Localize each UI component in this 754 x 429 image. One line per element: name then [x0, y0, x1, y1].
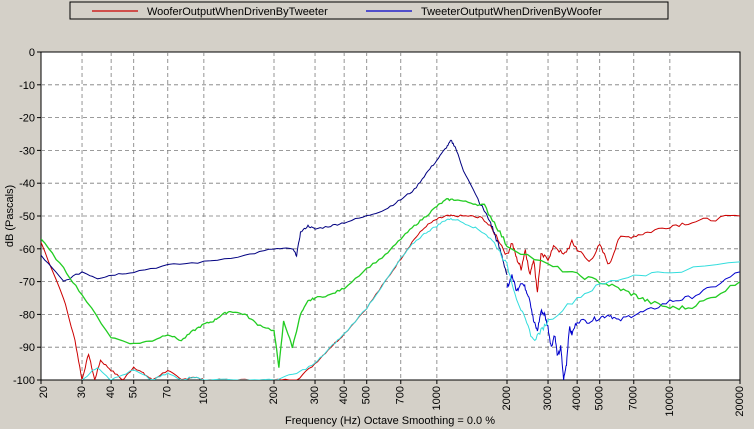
x-axis-ticks: 20 30 40 50 70 100 200 300 400 500 700 1000 2000 3000… — [38, 380, 746, 417]
x-tick-label: 100 — [198, 386, 210, 404]
y-tick-label: -20 — [19, 113, 35, 125]
y-tick-label: -60 — [19, 244, 35, 256]
y-tick-label: -80 — [19, 309, 35, 321]
y-tick-label: -100 — [13, 375, 35, 387]
x-tick-label: 300 — [309, 386, 321, 404]
y-tick-label: -40 — [19, 178, 35, 190]
x-tick-label: 500 — [361, 386, 373, 404]
x-tick-label: 700 — [395, 386, 407, 404]
x-tick-label: 10000 — [664, 386, 676, 417]
series-line-2 — [41, 139, 508, 282]
y-tick-label: -10 — [19, 80, 35, 92]
legend-label-tweeter: TweeterOutputWhenDrivenByWoofer — [421, 6, 602, 18]
x-tick-label: 5000 — [594, 386, 606, 410]
x-tick-label: 7000 — [628, 386, 640, 410]
x-tick-label: 70 — [162, 386, 174, 398]
y-axis-title: dB (Pascals) — [4, 185, 16, 247]
y-tick-label: 0 — [29, 47, 35, 59]
x-tick-label: 4000 — [571, 386, 583, 410]
y-axis-ticks: 0 -10 -20 -30 -40 -50 -60 -70 -80 -90 -100 — [13, 47, 41, 387]
y-tick-label: -30 — [19, 145, 35, 157]
x-tick-label: 400 — [338, 386, 350, 404]
x-tick-label: 200 — [268, 386, 280, 404]
y-tick-label: -70 — [19, 277, 35, 289]
series-line-4 — [81, 217, 740, 380]
x-tick-label: 30 — [76, 386, 88, 398]
x-tick-label: 2000 — [501, 386, 513, 410]
series-line-3 — [41, 198, 740, 368]
x-tick-label: 40 — [105, 386, 117, 398]
x-tick-label: 20 — [38, 386, 50, 398]
legend: WooferOutputWhenDrivenByTweeter TweeterO… — [69, 1, 669, 20]
y-tick-label: -50 — [19, 211, 35, 223]
series-lines — [41, 139, 740, 380]
x-axis-title: Frequency (Hz) Octave Smoothing = 0.0 % — [285, 415, 495, 427]
x-tick-label: 1000 — [431, 386, 443, 410]
grid — [41, 52, 740, 380]
legend-label-woofer: WooferOutputWhenDrivenByTweeter — [147, 6, 328, 18]
plot-area — [40, 51, 741, 381]
series-line-0 — [41, 214, 740, 380]
x-tick-label: 20000 — [734, 386, 746, 417]
x-tick-label: 50 — [128, 386, 140, 398]
x-tick-label: 3000 — [542, 386, 554, 410]
series-line-1 — [506, 271, 740, 380]
y-tick-label: -90 — [19, 342, 35, 354]
